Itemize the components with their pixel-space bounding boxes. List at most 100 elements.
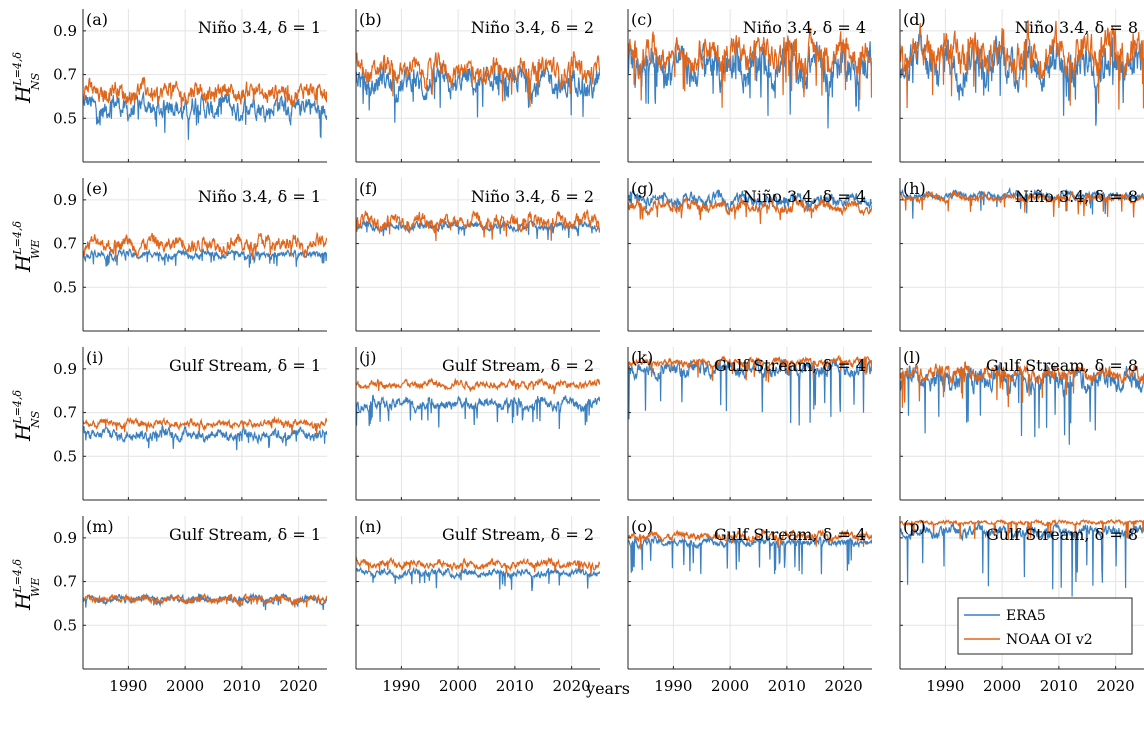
- x-tick-label: 1990: [654, 677, 692, 695]
- panel-title: Niño 3.4, δ = 8: [1015, 18, 1138, 37]
- y-tick-label: 0.7: [53, 573, 77, 591]
- panel-title: Gulf Stream, δ = 1: [169, 356, 321, 375]
- panel-m: 0.5 0.7 0.9 1990 2000 2010 2020 (m) Gulf Stream,…: [53, 516, 327, 695]
- panel-letter: (i): [86, 348, 104, 367]
- panel-letter: (j): [359, 348, 376, 367]
- y-tick-label: 0.7: [53, 404, 77, 422]
- x-tick-label: 2010: [1040, 677, 1078, 695]
- y-axis-label: HL=4,δ NS: [11, 52, 42, 104]
- series-line-era5: [628, 534, 872, 575]
- y-axis-label: HL=4,δ WE: [11, 559, 42, 611]
- y-tick-label: 0.9: [53, 360, 77, 378]
- panel-title: Niño 3.4, δ = 4: [743, 18, 866, 37]
- panel-title: Gulf Stream, δ = 4: [714, 356, 866, 375]
- series-line-era5: [356, 566, 600, 592]
- series-line-era5: [356, 394, 600, 430]
- series-line-era5: [628, 356, 872, 426]
- x-tick-label: 2000: [983, 677, 1021, 695]
- series-line-era5: [356, 63, 600, 123]
- panel-letter: (o): [631, 517, 653, 536]
- panel-i: 0.5 0.7 0.9 (i) Gulf Stream, δ = 1: [53, 347, 327, 501]
- series-line-era5: [83, 423, 327, 451]
- panel-title: Gulf Stream, δ = 8: [986, 356, 1138, 375]
- panel-letter: (e): [86, 179, 108, 198]
- panel-letter: (b): [359, 10, 382, 29]
- legend-box: [957, 597, 1133, 655]
- panel-title: Gulf Stream, δ = 2: [442, 525, 594, 544]
- panel-g: (g) Niño 3.4, δ = 4: [627, 178, 872, 332]
- panel-e: 0.5 0.7 0.9 (e) Niño 3.4, δ = 1: [53, 178, 327, 332]
- series-line-noaa-oi-v2: [900, 189, 1144, 218]
- y-tick-label: 0.5: [53, 616, 77, 634]
- panel-letter: (c): [631, 10, 652, 29]
- legend: ERA5 NOAA OI v2: [957, 597, 1133, 655]
- y-axis-label: HL=4,δ WE: [11, 221, 42, 273]
- x-tick-label: 2000: [166, 677, 204, 695]
- svg-text:HL=4,δNS: HL=4,δ NS: [11, 390, 42, 442]
- panel-a: 0.5 0.7 0.9 (a) Niño 3.4, δ = 1: [53, 9, 327, 163]
- x-tick-label: 2020: [825, 677, 863, 695]
- y-tick-label: 0.5: [53, 278, 77, 296]
- panel-l: (l) Gulf Stream, δ = 8: [899, 347, 1144, 501]
- x-tick-label: 2010: [768, 677, 806, 695]
- svg-text:HL=4,δWE: HL=4,δ WE: [11, 221, 42, 273]
- panel-title: Niño 3.4, δ = 1: [198, 187, 321, 206]
- panel-letter: (k): [631, 348, 653, 367]
- x-tick-label: 2020: [280, 677, 318, 695]
- panel-letter: (l): [903, 348, 921, 367]
- series-line-noaa-oi-v2: [83, 593, 327, 608]
- x-tick-label: 2010: [223, 677, 261, 695]
- x-tick-label: 1990: [926, 677, 964, 695]
- panel-n: 1990 2000 2010 2020 (n) Gulf Stream, δ = 2: [355, 516, 600, 695]
- y-tick-label: 0.9: [53, 529, 77, 547]
- series-line-noaa-oi-v2: [628, 528, 872, 550]
- x-tick-label: 1990: [109, 677, 147, 695]
- y-tick-label: 0.9: [53, 191, 77, 209]
- y-tick-label: 0.9: [53, 22, 77, 40]
- panel-grid: 0.5 0.7 0.9 (a) Niño 3.4, δ = 1 (b) Niño 3.4, …: [53, 9, 1144, 695]
- panel-title: Niño 3.4, δ = 2: [471, 18, 594, 37]
- panel-letter: (g): [631, 179, 654, 198]
- panel-f: (f) Niño 3.4, δ = 2: [355, 178, 600, 332]
- series-line-noaa-oi-v2: [356, 377, 600, 395]
- panel-letter: (n): [359, 517, 382, 536]
- svg-text:HL=4,δNS: HL=4,δ NS: [11, 52, 42, 104]
- series-line-noaa-oi-v2: [356, 208, 600, 242]
- series-line-noaa-oi-v2: [628, 354, 872, 383]
- x-tick-label: 2010: [496, 677, 534, 695]
- x-tick-label: 2000: [711, 677, 749, 695]
- panel-c: (c) Niño 3.4, δ = 4: [627, 9, 872, 163]
- series-line-noaa-oi-v2: [83, 231, 327, 262]
- panel-k: (k) Gulf Stream, δ = 4: [627, 347, 872, 501]
- series-line-noaa-oi-v2: [356, 51, 600, 107]
- series-line-noaa-oi-v2: [900, 20, 1144, 110]
- panel-title: Gulf Stream, δ = 1: [169, 525, 321, 544]
- panel-o: 1990 2000 2010 2020 (o) Gulf Stream, δ = 4: [627, 516, 872, 695]
- panel-b: (b) Niño 3.4, δ = 2: [355, 9, 600, 163]
- panel-title: Niño 3.4, δ = 1: [198, 18, 321, 37]
- x-tick-label: 1990: [382, 677, 420, 695]
- panel-title: Gulf Stream, δ = 4: [714, 525, 866, 544]
- panel-letter: (h): [903, 179, 926, 198]
- series-line-noaa-oi-v2: [83, 76, 327, 111]
- y-tick-label: 0.5: [53, 447, 77, 465]
- panel-letter: (m): [86, 517, 114, 536]
- panel-p: 1990 2000 2010 2020 (p) Gulf Stream, δ = 8: [899, 516, 1144, 695]
- series-line-era5: [83, 247, 327, 268]
- panel-title: Gulf Stream, δ = 8: [986, 525, 1138, 544]
- series-line-noaa-oi-v2: [900, 518, 1144, 541]
- svg-text:HL=4,δWE: HL=4,δ WE: [11, 559, 42, 611]
- panel-title: Niño 3.4, δ = 4: [743, 187, 866, 206]
- x-axis-label: years: [585, 679, 630, 698]
- series-line-noaa-oi-v2: [900, 361, 1144, 408]
- y-tick-label: 0.7: [53, 235, 77, 253]
- panel-d: (d) Niño 3.4, δ = 8: [899, 9, 1144, 163]
- panel-j: (j) Gulf Stream, δ = 2: [355, 347, 600, 501]
- panel-title: Niño 3.4, δ = 2: [471, 187, 594, 206]
- y-tick-label: 0.7: [53, 66, 77, 84]
- x-tick-label: 2020: [553, 677, 591, 695]
- y-axis-label: HL=4,δ NS: [11, 390, 42, 442]
- panel-letter: (a): [86, 10, 108, 29]
- y-tick-label: 0.5: [53, 109, 77, 127]
